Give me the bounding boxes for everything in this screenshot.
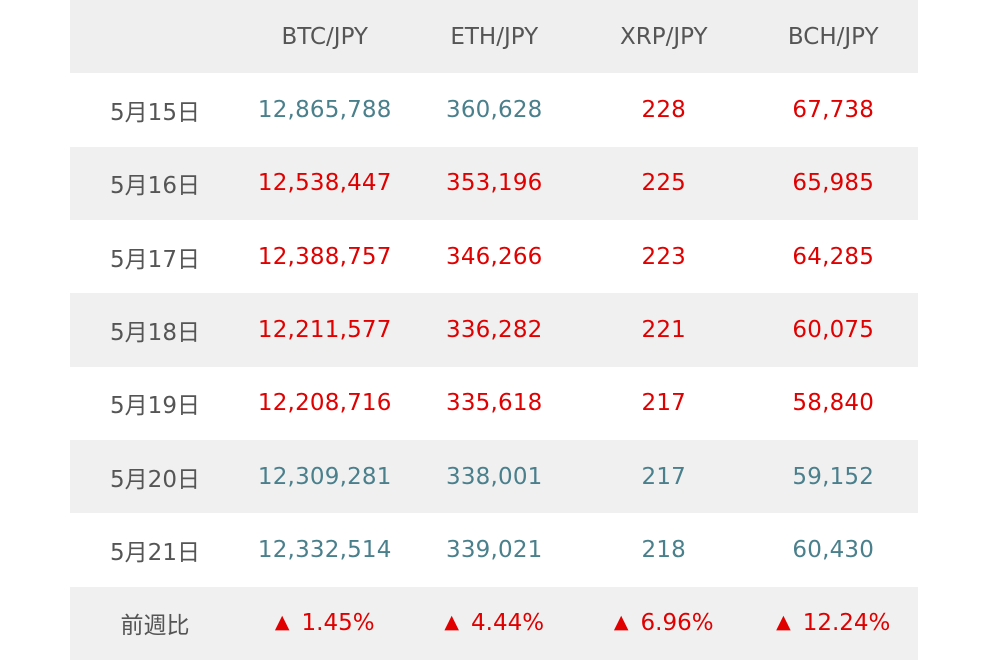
date-cell: 5月20日 [70,439,240,514]
bch-price-cell: 59,152 [748,439,918,514]
btc-price-cell: 12,388,757 [240,219,410,294]
btc-price-cell: 12,211,577 [240,293,410,367]
bch-price-cell: 60,075 [748,293,918,367]
eth-weekly-change: ▲ 4.44% [409,586,579,660]
bch-price-cell: 64,285 [748,219,918,294]
date-cell: 5月17日 [70,219,240,294]
bch-price-cell: 67,738 [748,73,918,147]
btc-price-cell: 12,309,281 [240,439,410,514]
btc-price-cell: 12,865,788 [240,73,410,147]
header-xrp-jpy: XRP/JPY [579,0,749,74]
table-row: 5月19日 12,208,716 335,618 217 58,840 [70,366,918,440]
btc-weekly-change: ▲ 1.45% [240,586,410,660]
weekly-price-table: BTC/JPY ETH/JPY XRP/JPY BCH/JPY 5月15日 12… [70,0,918,660]
xrp-price-cell: 223 [579,219,749,294]
eth-price-cell: 335,618 [409,366,579,440]
xrp-weekly-change: ▲ 6.96% [579,586,749,660]
triangle-up-icon: ▲ [776,611,791,634]
weekly-change-label: 前週比 [70,586,240,660]
xrp-price-cell: 225 [579,146,749,220]
eth-price-cell: 353,196 [409,146,579,220]
bch-price-cell: 65,985 [748,146,918,220]
table-row: 5月20日 12,309,281 338,001 217 59,152 [70,439,918,514]
table-row: 5月18日 12,211,577 336,282 221 60,075 [70,293,918,367]
btc-price-cell: 12,208,716 [240,366,410,440]
date-cell: 5月15日 [70,73,240,147]
triangle-up-icon: ▲ [274,611,290,634]
header-eth-jpy: ETH/JPY [409,0,579,74]
xrp-price-cell: 217 [579,439,749,514]
xrp-price-cell: 217 [579,366,749,440]
eth-price-cell: 336,282 [409,293,579,367]
bch-change-value: 12.24% [802,610,891,637]
date-cell: 5月16日 [70,146,240,220]
table-header-row: BTC/JPY ETH/JPY XRP/JPY BCH/JPY [70,0,918,74]
triangle-up-icon: ▲ [613,611,629,634]
table-row: 5月15日 12,865,788 360,628 228 67,738 [70,73,918,147]
eth-price-cell: 338,001 [409,439,579,514]
bch-price-cell: 58,840 [748,366,918,440]
table-row: 5月17日 12,388,757 346,266 223 64,285 [70,219,918,294]
eth-price-cell: 339,021 [409,513,579,587]
date-cell: 5月19日 [70,366,240,440]
header-bch-jpy: BCH/JPY [748,0,918,74]
bch-weekly-change: ▲ 12.24% [748,586,918,660]
date-cell: 5月21日 [70,513,240,587]
table-row: 5月21日 12,332,514 339,021 218 60,430 [70,513,918,587]
header-empty-cell [70,0,240,74]
weekly-change-row: 前週比 ▲ 1.45% ▲ 4.44% ▲ 6.96% ▲ 12.24% [70,586,918,660]
xrp-price-cell: 218 [579,513,749,587]
triangle-up-icon: ▲ [444,611,460,634]
bch-price-cell: 60,430 [748,513,918,587]
btc-price-cell: 12,538,447 [240,146,410,220]
btc-change-value: 1.45% [301,610,375,637]
eth-change-value: 4.44% [471,610,545,637]
xrp-price-cell: 228 [579,73,749,147]
table-row: 5月16日 12,538,447 353,196 225 65,985 [70,146,918,220]
date-cell: 5月18日 [70,293,240,367]
header-btc-jpy: BTC/JPY [240,0,410,74]
eth-price-cell: 360,628 [409,73,579,147]
btc-price-cell: 12,332,514 [240,513,410,587]
eth-price-cell: 346,266 [409,219,579,294]
xrp-price-cell: 221 [579,293,749,367]
xrp-change-value: 6.96% [640,610,714,637]
